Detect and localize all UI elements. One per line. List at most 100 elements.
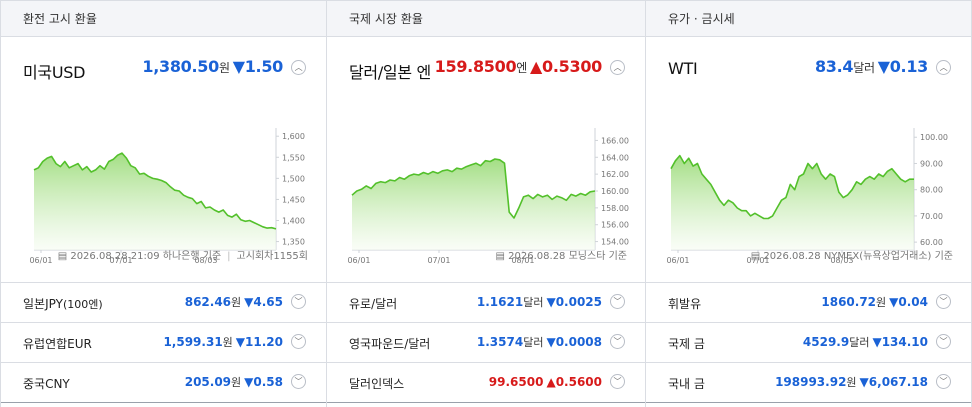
down-arrow-icon: ▼ [546, 295, 556, 309]
panel-exchange-notice: 환전 고시 환율 미국USD 1,380.50원 ▼1.50 ︿ 1,600 1,55… [0, 0, 327, 407]
y-tick-label: 70.00 [920, 212, 943, 221]
row-label[interactable]: 국내 금 [668, 375, 705, 392]
card-value-number: 159.8500 [434, 57, 517, 76]
row-label-text: 중국CNY [23, 377, 70, 391]
x-tick-label: 08/03 [194, 256, 217, 265]
chevron-down-icon[interactable]: ﹀ [936, 294, 951, 309]
row-value: 1.1621달러 ▼0.0025 ﹀ [477, 294, 625, 310]
chevron-up-icon[interactable]: ︿ [936, 60, 951, 75]
card-value-unit: 달러 [853, 61, 875, 75]
card-value-number: 1,380.50 [142, 57, 219, 76]
rate-list: 휘발유 1860.72원 ▼0.04 ﹀ 국제 금 4529.9달러 ▼134.10 ﹀ 국내 … [646, 283, 971, 403]
chevron-down-icon[interactable]: ﹀ [610, 374, 625, 389]
row-value-number: 4529.9 [802, 335, 850, 349]
x-tick-label: 06/01 [29, 256, 52, 265]
row-label-sub: (100엔) [62, 298, 103, 311]
source-info: ▤ 2026.08.28 NYMEX(뉴욕상업거래소) 기준 [751, 247, 953, 262]
y-tick-label: 90.00 [920, 159, 943, 168]
rate-row[interactable]: 국제 금 4529.9달러 ▼134.10 ﹀ [646, 323, 971, 363]
y-tick-label: 154.00 [601, 238, 629, 247]
row-change: 0.0008 [555, 335, 602, 349]
rate-chart: 100.00 90.00 80.00 70.00 60.00 06/01 07/01 08/0… [666, 128, 948, 265]
y-tick-label: 1,450 [282, 195, 305, 204]
row-label-text: 영국파운드/달러 [349, 337, 431, 351]
rate-row[interactable]: 유로/달러 1.1621달러 ▼0.0025 ﹀ [327, 283, 645, 323]
y-tick-label: 1,350 [282, 238, 305, 247]
chevron-down-icon[interactable]: ﹀ [291, 334, 306, 349]
rate-row[interactable]: 유럽연합EUR 1,599.31원 ▼11.20 ﹀ [1, 323, 326, 363]
row-value: 1,599.31원 ▼11.20 ﹀ [163, 334, 306, 350]
row-label[interactable]: 일본JPY(100엔) [23, 295, 103, 312]
row-change: 6,067.18 [868, 375, 928, 389]
row-value-unit: 달러 [523, 336, 544, 349]
x-tick-label: 06/01 [347, 256, 370, 265]
series-area [671, 155, 914, 250]
row-value-number: 205.09 [184, 375, 232, 389]
x-tick-label: 08/01 [511, 256, 534, 265]
row-value-number: 1.1621 [476, 295, 524, 309]
rate-row[interactable]: 국내 금 198993.92원 ▼6,067.18 ﹀ [646, 363, 971, 403]
chevron-down-icon[interactable]: ﹀ [610, 294, 625, 309]
main-rate-card[interactable]: WTI 83.4달러 ▼0.13 ︿ 100.00 90.00 80.00 70.00 60… [646, 37, 971, 283]
row-value-unit: 원 [846, 376, 857, 389]
x-tick-label: 08/03 [830, 256, 853, 265]
card-title[interactable]: 미국USD [23, 63, 86, 82]
down-arrow-icon: ▼ [232, 57, 245, 76]
chevron-up-icon[interactable]: ︿ [291, 60, 306, 75]
source-info: ▤ 2026.08.28 21:09 하나은행 기준 | 고시회차1155회 [58, 247, 308, 262]
document-icon: ▤ [57, 251, 68, 262]
chevron-down-icon[interactable]: ﹀ [610, 334, 625, 349]
rate-row[interactable]: 중국CNY 205.09원 ▼0.58 ﹀ [1, 363, 326, 403]
source-provider: 하나은행 기준 [162, 251, 222, 262]
row-value-unit: 원 [876, 296, 887, 309]
row-label-text: 일본JPY [23, 297, 63, 311]
chevron-down-icon[interactable]: ﹀ [936, 374, 951, 389]
y-tick-label: 156.00 [601, 221, 629, 230]
source-extra: 고시회차1155회 [236, 251, 308, 262]
rate-chart: 166.00 164.00 162.00 160.00 158.00 156.00 154.… [347, 128, 629, 265]
chevron-up-icon[interactable]: ︿ [610, 60, 625, 75]
chevron-down-icon[interactable]: ﹀ [936, 334, 951, 349]
row-value-number: 1.3574 [476, 335, 524, 349]
row-label-text: 국내 금 [668, 377, 705, 391]
panel-header: 환전 고시 환율 [1, 0, 326, 37]
row-label[interactable]: 영국파운드/달러 [349, 335, 430, 352]
card-title[interactable]: WTI [668, 59, 698, 78]
source-provider: 모닝스타 기준 [568, 251, 627, 262]
series-line [33, 152, 277, 230]
source-date: 2026.08.28 [763, 251, 821, 262]
card-value: 1,380.50원 ▼1.50 ︿ [142, 57, 306, 76]
down-arrow-icon: ▼ [877, 57, 890, 76]
row-label[interactable]: 유럽연합EUR [23, 335, 92, 352]
row-label[interactable]: 유로/달러 [349, 295, 397, 312]
source-date: 2026.08.28 [508, 251, 566, 262]
card-title[interactable]: 달러/일본 엔 [349, 63, 431, 82]
row-change: 0.0025 [555, 295, 602, 309]
row-label-text: 휘발유 [668, 297, 702, 311]
main-rate-card[interactable]: 달러/일본 엔 159.8500엔 ▲0.5300 ︿ 166.00 164.00 16… [327, 37, 645, 283]
chevron-down-icon[interactable]: ﹀ [291, 294, 306, 309]
rate-list: 일본JPY(100엔) 862.46원 ▼4.65 ﹀ 유럽연합EUR 1,599.31원… [1, 283, 326, 403]
y-tick-label: 164.00 [601, 153, 629, 162]
row-change: 134.10 [881, 335, 928, 349]
y-tick-label: 162.00 [601, 170, 629, 179]
row-change: 0.04 [898, 295, 928, 309]
chevron-down-icon[interactable]: ﹀ [291, 374, 306, 389]
row-label-text: 유로/달러 [349, 297, 398, 311]
rate-row[interactable]: 달러인덱스 99.6500 ▲0.5600 ﹀ [327, 363, 645, 403]
y-tick-label: 80.00 [920, 186, 943, 195]
row-value: 99.6500 ▲0.5600 ﹀ [489, 374, 625, 389]
main-rate-card[interactable]: 미국USD 1,380.50원 ▼1.50 ︿ 1,600 1,550 1,500 1,4… [1, 37, 326, 283]
row-label[interactable]: 달러인덱스 [349, 375, 404, 392]
row-label[interactable]: 휘발유 [668, 295, 701, 312]
row-label[interactable]: 국제 금 [668, 335, 705, 352]
x-tick-label: 07/01 [746, 256, 769, 265]
card-value-unit: 원 [218, 61, 230, 75]
document-icon: ▤ [750, 251, 761, 262]
rate-row[interactable]: 영국파운드/달러 1.3574달러 ▼0.0008 ﹀ [327, 323, 645, 363]
rate-row[interactable]: 휘발유 1860.72원 ▼0.04 ﹀ [646, 283, 971, 323]
row-value-unit: 원 [231, 296, 242, 309]
y-tick-label: 1,600 [282, 132, 305, 141]
row-label[interactable]: 중국CNY [23, 375, 70, 392]
rate-row[interactable]: 일본JPY(100엔) 862.46원 ▼4.65 ﹀ [1, 283, 326, 323]
